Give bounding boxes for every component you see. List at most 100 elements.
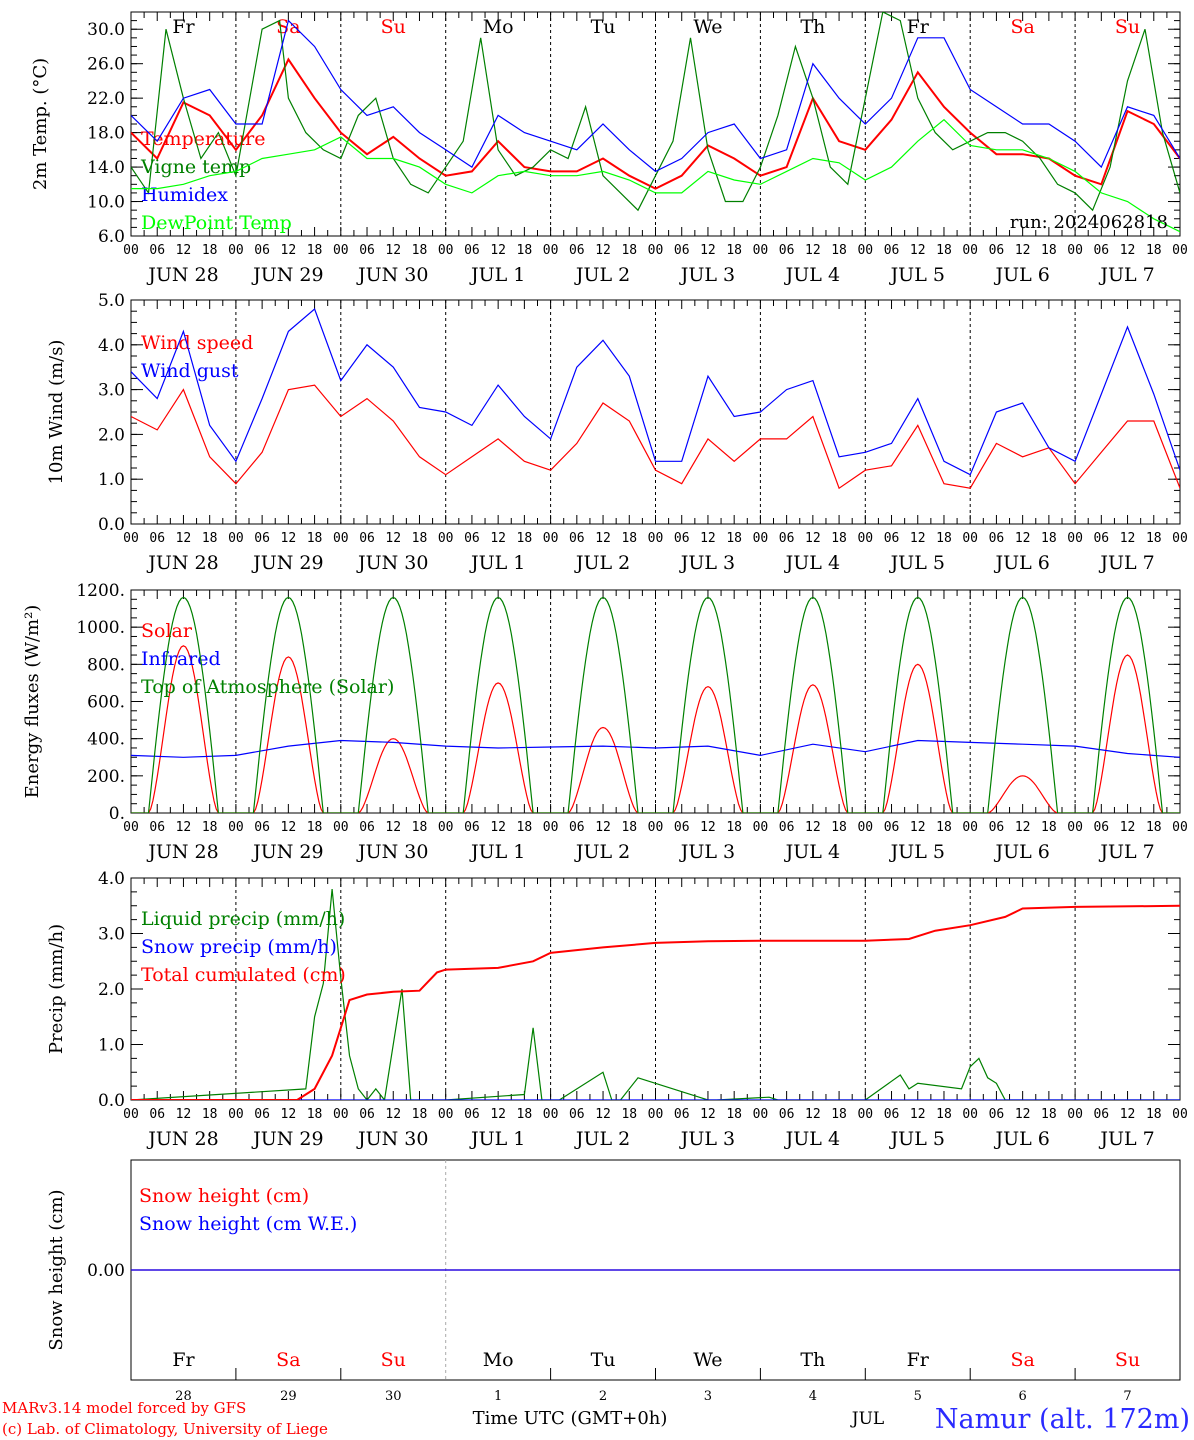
y-tick-label: 30.0 xyxy=(87,20,125,40)
legend-entry: DewPoint Temp xyxy=(141,212,292,234)
hour-tick-label: 00 xyxy=(1172,1107,1188,1122)
hour-tick-label: 00 xyxy=(543,1107,559,1122)
legend-entry: Vigne temp xyxy=(140,156,251,178)
weekday-label: Sa xyxy=(276,16,300,38)
hour-tick-label: 00 xyxy=(1067,243,1083,258)
hour-tick-label: 18 xyxy=(307,1107,323,1122)
weekday-label: Fr xyxy=(172,16,195,38)
hour-tick-label: 12 xyxy=(595,243,611,258)
series-line-total-cumulated-cm- xyxy=(131,904,1180,1100)
date-label: JUL 2 xyxy=(574,841,630,863)
hour-tick-label: 12 xyxy=(1120,243,1136,258)
weekday-label: Tu xyxy=(591,1349,616,1371)
model-note: MARv3.14 model forced by GFS xyxy=(2,1399,246,1417)
hour-tick-label: 12 xyxy=(490,1107,506,1122)
hour-tick-label: 00 xyxy=(123,531,139,546)
y-tick-label: 4.0 xyxy=(98,336,125,356)
hour-tick-label: 18 xyxy=(1041,243,1057,258)
hour-tick-label: 06 xyxy=(884,531,900,546)
hour-tick-label: 12 xyxy=(490,820,506,835)
date-label: JUL 6 xyxy=(993,1128,1049,1150)
hour-tick-label: 12 xyxy=(1015,243,1031,258)
hour-tick-label: 00 xyxy=(1172,243,1188,258)
hour-tick-label: 00 xyxy=(228,531,244,546)
wind-panel: 0.0 1.0 2.0 3.0 4.0 5.0 10m Wind (m/s) 00 06 12 18… xyxy=(46,291,1188,574)
date-label: JUL 3 xyxy=(679,264,735,286)
x-axis-title: Time UTC (GMT+0h) xyxy=(473,1408,668,1429)
y-tick-label: 0.0 xyxy=(98,1091,125,1111)
hour-tick-label: 06 xyxy=(149,243,165,258)
hour-tick-label: 12 xyxy=(805,1107,821,1122)
hour-tick-label: 00 xyxy=(962,820,978,835)
hour-tick-label: 18 xyxy=(726,243,742,258)
y-tick-label: 1.0 xyxy=(98,470,125,490)
hour-tick-label: 06 xyxy=(884,243,900,258)
legend-entry: Humidex xyxy=(141,184,228,206)
hour-tick-label: 06 xyxy=(569,1107,585,1122)
hour-tick-label: 18 xyxy=(1041,531,1057,546)
hour-tick-label: 06 xyxy=(464,820,480,835)
hour-tick-label: 00 xyxy=(333,243,349,258)
legend-entry: Wind gust xyxy=(141,360,239,382)
weekday-label: Su xyxy=(1115,16,1140,38)
weekday-label: Su xyxy=(1115,1349,1140,1371)
y-axis-label: 2m Temp. (°C) xyxy=(30,58,51,190)
legend-entry: Wind speed xyxy=(141,332,253,354)
y-tick-label: 800. xyxy=(87,655,125,675)
hour-tick-label: 00 xyxy=(438,243,454,258)
hour-tick-label: 00 xyxy=(333,1107,349,1122)
day-number-label: 5 xyxy=(914,1389,922,1404)
legend-entry: Solar xyxy=(141,620,193,642)
hour-tick-label: 18 xyxy=(726,820,742,835)
hour-tick-label: 06 xyxy=(989,820,1005,835)
hour-tick-label: 12 xyxy=(385,243,401,258)
date-label: JUL 2 xyxy=(574,1128,630,1150)
hour-tick-label: 06 xyxy=(674,531,690,546)
y-tick-label: 4.0 xyxy=(98,869,125,889)
hour-tick-label: 12 xyxy=(700,531,716,546)
legend-entry: Snow height (cm W.E.) xyxy=(139,1213,357,1235)
hour-tick-label: 18 xyxy=(831,1107,847,1122)
date-label: JUL 4 xyxy=(784,1128,840,1150)
hour-tick-label: 06 xyxy=(254,1107,270,1122)
hour-tick-label: 00 xyxy=(857,1107,873,1122)
hour-tick-label: 12 xyxy=(176,243,192,258)
date-label: JUL 4 xyxy=(784,552,840,574)
date-label: JUN 29 xyxy=(251,1128,323,1150)
y-tick-label: 600. xyxy=(87,693,125,713)
date-label: JUL 1 xyxy=(469,841,525,863)
hour-tick-label: 18 xyxy=(517,531,533,546)
hour-tick-label: 06 xyxy=(1093,531,1109,546)
hour-tick-label: 06 xyxy=(359,1107,375,1122)
hour-tick-label: 12 xyxy=(910,531,926,546)
weekday-label: Th xyxy=(800,1349,825,1371)
weekday-label: We xyxy=(693,1349,722,1371)
hour-tick-label: 12 xyxy=(1120,531,1136,546)
hour-tick-label: 06 xyxy=(989,531,1005,546)
y-tick-label: 6.0 xyxy=(98,227,125,247)
hour-tick-label: 06 xyxy=(884,820,900,835)
date-label: JUL 1 xyxy=(469,552,525,574)
temperature-panel: 6.0 10.0 14.0 18.0 22.0 26.0 30.0 2m Temp. (°C)… xyxy=(30,11,1188,286)
run-label: run: 2024062818 xyxy=(1010,212,1168,233)
hour-tick-label: 18 xyxy=(831,531,847,546)
hour-tick-label: 06 xyxy=(569,820,585,835)
series-line-wind-speed xyxy=(131,384,1180,490)
hour-tick-label: 00 xyxy=(648,531,664,546)
hour-tick-label: 00 xyxy=(962,243,978,258)
hour-tick-label: 00 xyxy=(123,820,139,835)
hour-tick-label: 12 xyxy=(595,531,611,546)
weekday-label: Fr xyxy=(172,1349,195,1371)
y-tick-label: 26.0 xyxy=(87,55,125,75)
day-number-label: 2 xyxy=(599,1389,607,1404)
credit-note: (c) Lab. of Climatology, University of L… xyxy=(2,1420,328,1438)
weekday-label: Fr xyxy=(907,1349,930,1371)
hour-tick-label: 00 xyxy=(1067,820,1083,835)
hour-tick-label: 18 xyxy=(621,820,637,835)
hour-tick-label: 00 xyxy=(648,243,664,258)
y-axis-label: Precip (mm/h) xyxy=(46,924,67,1054)
hour-tick-label: 12 xyxy=(281,531,297,546)
y-tick-label: 2.0 xyxy=(98,980,125,1000)
hour-tick-label: 00 xyxy=(753,820,769,835)
